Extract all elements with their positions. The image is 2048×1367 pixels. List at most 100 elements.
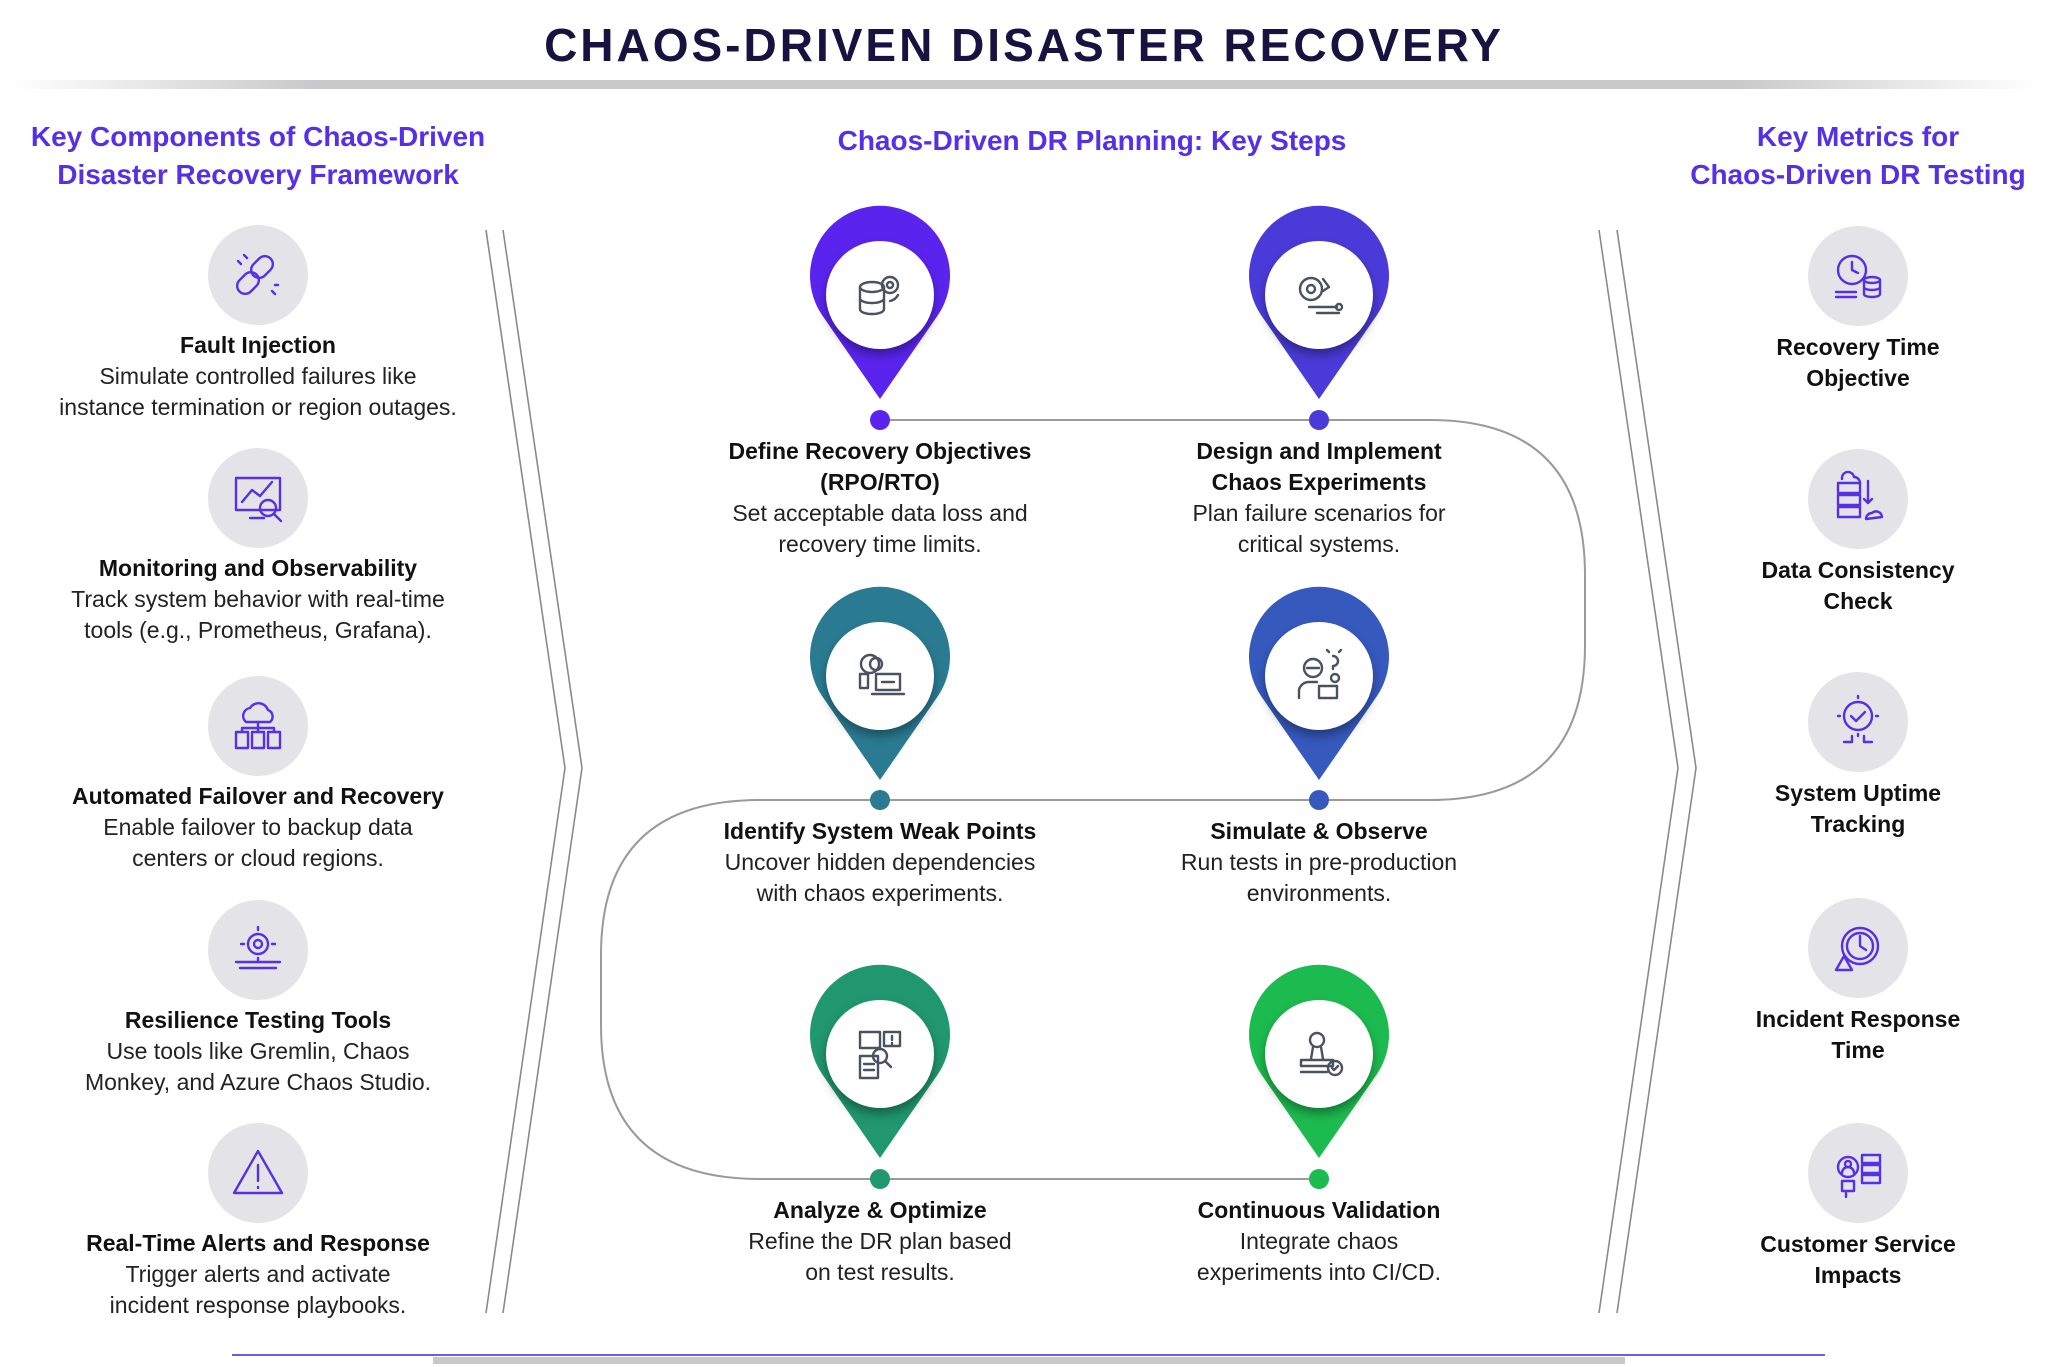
clock-alert-icon: [1828, 918, 1888, 978]
step-desc: on test results.: [805, 1259, 955, 1285]
step-desc: environments.: [1246, 880, 1392, 906]
step-title: Identify System Weak Points: [723, 818, 1037, 844]
metric-item: Customer Service Impacts: [1680, 1229, 2036, 1291]
step-desc: Refine the DR plan based: [748, 1228, 1012, 1254]
component-icon-circle: [208, 448, 308, 548]
step-dot: [870, 1169, 890, 1189]
step-item: Continuous Validation Integrate chaos expe…: [1099, 1195, 1539, 1288]
step-title: Simulate & Observe: [1210, 818, 1428, 844]
step-desc: Run tests in pre-production: [1180, 849, 1458, 875]
warning-triangle-icon: [228, 1143, 288, 1203]
stamp-check-icon: [1289, 1024, 1349, 1084]
step-desc: critical systems.: [1237, 531, 1401, 557]
gears-tools-icon: [1289, 265, 1349, 325]
metric-title: Incident Response: [1755, 1006, 1961, 1032]
left-heading: Key Components of Chaos-Driven Disaster …: [0, 118, 516, 194]
cloud-servers-icon: [228, 696, 288, 756]
right-chevron-divider: [1616, 229, 1697, 1314]
metric-item: Data Consistency Check: [1680, 555, 2036, 617]
metric-title: Tracking: [1810, 811, 1906, 837]
step-dot: [870, 410, 890, 430]
step-dot: [870, 790, 890, 810]
metric-icon-circle: [1808, 449, 1908, 549]
step-icon-circle: [1265, 622, 1373, 730]
step-title: Chaos Experiments: [1211, 469, 1427, 495]
component-item: Real-Time Alerts and Response Trigger ale…: [0, 1228, 516, 1321]
component-desc: Enable failover to backup data: [103, 814, 413, 840]
component-item: Resilience Testing Tools Use tools like G…: [0, 1005, 516, 1098]
step-item: Simulate & Observe Run tests in pre-produ…: [1099, 816, 1539, 909]
component-desc: centers or cloud regions.: [132, 845, 384, 871]
right-heading-line: Key Metrics for: [1756, 121, 1960, 152]
metric-icon-circle: [1808, 898, 1908, 998]
clock-database-icon: [1828, 246, 1888, 306]
component-desc: Simulate controlled failures like: [99, 363, 417, 389]
metric-title: Data Consistency: [1761, 557, 1955, 583]
step-icon-circle: [1265, 241, 1373, 349]
step-title: Define Recovery Objectives: [728, 438, 1032, 464]
step-dot: [1309, 790, 1329, 810]
component-title: Real-Time Alerts and Response: [86, 1230, 430, 1256]
step-desc: Integrate chaos: [1239, 1228, 1399, 1254]
step-icon-circle: [826, 1000, 934, 1108]
step-desc: Set acceptable data loss and: [732, 500, 1028, 526]
footer-bar: [433, 1357, 1625, 1364]
server-cloud-sync-icon: [1828, 469, 1888, 529]
customer-server-icon: [1828, 1143, 1888, 1203]
document-search-icon: [850, 1024, 910, 1084]
metric-title: System Uptime: [1774, 780, 1942, 806]
step-desc: experiments into CI/CD.: [1196, 1259, 1442, 1285]
left-heading-line: Key Components of Chaos-Driven: [30, 121, 486, 152]
left-chevron-divider: [502, 229, 583, 1314]
broken-link-icon: [228, 245, 288, 305]
inspect-laptop-icon: [850, 646, 910, 706]
page-title: CHAOS-DRIVEN DISASTER RECOVERY: [544, 19, 1504, 71]
step-item: Design and Implement Chaos Experiments Pla…: [1099, 436, 1539, 560]
right-chevron-divider: [1598, 229, 1679, 1314]
step-desc: with chaos experiments.: [756, 880, 1004, 906]
step-icon-circle: [826, 241, 934, 349]
step-item: Identify System Weak Points Uncover hidde…: [660, 816, 1100, 909]
component-icon-circle: [208, 225, 308, 325]
component-desc: tools (e.g., Prometheus, Grafana).: [84, 617, 432, 643]
step-desc: Plan failure scenarios for: [1192, 500, 1446, 526]
step-title: Design and Implement: [1196, 438, 1442, 464]
step-desc: recovery time limits.: [778, 531, 982, 557]
step-dot: [1309, 1169, 1329, 1189]
step-dot: [1309, 410, 1329, 430]
component-desc: Track system behavior with real-time: [71, 586, 445, 612]
component-item: Monitoring and Observability Track system…: [0, 553, 516, 646]
metric-item: System Uptime Tracking: [1680, 778, 2036, 840]
component-desc: Trigger alerts and activate: [125, 1261, 391, 1287]
steps-path: [600, 419, 1586, 1180]
database-gear-icon: [850, 265, 910, 325]
step-title: (RPO/RTO): [820, 469, 940, 495]
step-item: Define Recovery Objectives (RPO/RTO) Set a…: [660, 436, 1100, 560]
metric-icon-circle: [1808, 226, 1908, 326]
metric-title: Check: [1823, 588, 1893, 614]
component-icon-circle: [208, 1123, 308, 1223]
right-heading-line: Chaos-Driven DR Testing: [1690, 159, 2026, 190]
right-heading: Key Metrics for Chaos-Driven DR Testing: [1640, 118, 2048, 194]
monitor-analytics-icon: [228, 468, 288, 528]
component-item: Fault Injection Simulate controlled failu…: [0, 330, 516, 423]
metric-item: Recovery Time Objective: [1680, 332, 2036, 394]
component-desc: instance termination or region outages.: [59, 394, 457, 420]
footer-line: [232, 1354, 1825, 1356]
gear-check-icon: [1828, 692, 1888, 752]
component-desc: incident response playbooks.: [109, 1292, 407, 1318]
title-divider: [10, 80, 2038, 89]
component-title: Fault Injection: [180, 332, 336, 358]
component-icon-circle: [208, 676, 308, 776]
step-title: Continuous Validation: [1197, 1197, 1441, 1223]
component-title: Monitoring and Observability: [98, 555, 418, 581]
metric-title: Impacts: [1814, 1262, 1902, 1288]
metric-icon-circle: [1808, 672, 1908, 772]
metric-title: Recovery Time: [1776, 334, 1940, 360]
component-title: Automated Failover and Recovery: [72, 783, 444, 809]
engineer-idea-icon: [1289, 646, 1349, 706]
step-icon-circle: [1265, 1000, 1373, 1108]
center-heading: Chaos-Driven DR Planning: Key Steps: [837, 125, 1347, 156]
metric-title: Time: [1831, 1037, 1885, 1063]
